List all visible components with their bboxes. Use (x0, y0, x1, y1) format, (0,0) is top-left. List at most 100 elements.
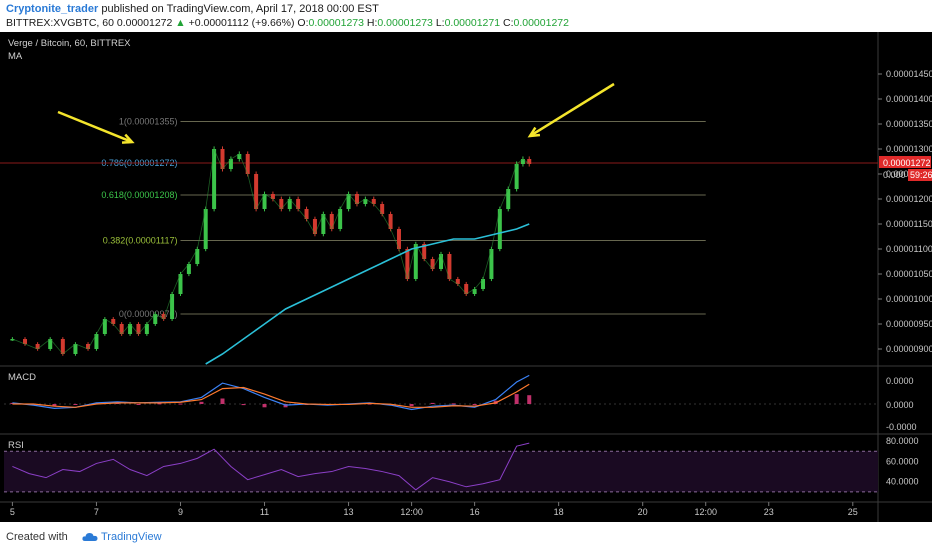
rsi-band (4, 451, 878, 492)
high-label: H: (366, 17, 378, 29)
y-tick-label: 0.00000900 (886, 344, 932, 354)
price-candle (481, 279, 486, 289)
x-tick-label: 5 (10, 507, 15, 517)
rsi-y-tick-label: 40.0000 (886, 477, 919, 487)
tradingview-label: TradingView (101, 531, 162, 543)
price-candle (220, 149, 225, 169)
price-candle (94, 334, 99, 349)
publish-line: Cryptonite_trader published on TradingVi… (6, 3, 379, 15)
price-candle (86, 344, 91, 349)
price-candle (489, 249, 494, 279)
fib-level-label: 0.382(0.00001117) (103, 236, 178, 246)
x-tick-label: 25 (848, 507, 858, 517)
price-candle (212, 149, 217, 209)
price-candle (262, 194, 267, 209)
high-value: 0.00001273 (377, 17, 433, 29)
price-candle (371, 199, 376, 204)
macd-histogram-bar (157, 403, 162, 405)
macd-histogram-bar (430, 402, 435, 404)
price-candle (254, 174, 259, 209)
annotation-arrow-right-head (527, 126, 541, 138)
countdown-prefix: 0.000 (883, 170, 906, 180)
macd-y-tick-label: 0.0000 (886, 400, 914, 410)
macd-histogram-bar (178, 403, 183, 405)
price-candle (338, 209, 343, 229)
x-tick-label: 7 (94, 507, 99, 517)
x-tick-label: 16 (470, 507, 480, 517)
price-candle (186, 264, 191, 274)
chart-canvas[interactable]: 0.00001450 0.00001400 0.00001350 0.00001300… (0, 32, 932, 522)
macd-line (12, 374, 530, 411)
symbol-ohlc-line: BITTREX:XVGBTC, 60 0.00001272 ▲ +0.00001… (6, 17, 569, 29)
created-with-text: Created with (6, 531, 68, 543)
chart-header: Cryptonite_trader published on TradingVi… (0, 0, 932, 32)
up-triangle-icon: ▲ (175, 17, 186, 29)
macd-histogram-bar (241, 404, 246, 406)
y-tick-label: 0.00001400 (886, 94, 932, 104)
price-candle (237, 154, 242, 159)
price-candle (170, 294, 175, 319)
macd-signal-line (12, 383, 530, 408)
price-candle (119, 324, 124, 334)
price-line (12, 147, 530, 355)
author-link[interactable]: Cryptonite_trader (6, 3, 99, 15)
close-label: C: (502, 17, 514, 29)
macd-histogram-bar (220, 398, 225, 404)
annotation-arrow-left (57, 110, 133, 144)
macd-histogram-bar (409, 404, 414, 407)
chart-background (0, 32, 932, 522)
macd-histogram-bar (199, 401, 204, 404)
price-candle (128, 324, 133, 334)
fib-level-label: 0(0.00000970) (119, 309, 178, 319)
macd-histogram-bar (52, 404, 57, 407)
ma-indicator-label: MA (8, 51, 23, 62)
price-candle (136, 324, 141, 334)
price-candle (380, 204, 385, 214)
x-tick-label: 18 (554, 507, 564, 517)
open-value: 0.00001273 (308, 17, 364, 29)
countdown-label: 59:26 (910, 170, 932, 180)
tradingview-cloud-icon (82, 533, 98, 542)
price-candle (363, 199, 368, 204)
y-tick-label: 0.00001150 (886, 219, 932, 229)
tradingview-brand[interactable]: TradingView (82, 531, 162, 543)
price-candle (102, 319, 107, 334)
price-candle (514, 164, 519, 189)
macd-histogram-bar (73, 404, 78, 405)
countdown-marker (908, 169, 932, 181)
last-price: 0.00001272 (116, 17, 173, 29)
macd-histogram-bar (136, 404, 141, 405)
x-tick-label: 12:00 (400, 507, 423, 517)
macd-histogram-bar (262, 404, 267, 408)
macd-title: MACD (8, 372, 36, 383)
price-candle (270, 194, 275, 199)
price-candle (346, 194, 351, 209)
low-label: L: (435, 17, 445, 29)
macd-histogram-bar (451, 403, 456, 405)
annotation-arrow-right (529, 82, 615, 138)
price-candle (321, 214, 326, 234)
price-candle (329, 214, 334, 229)
price-candle (153, 314, 158, 324)
price-candle (527, 159, 532, 164)
price-candle (506, 189, 511, 209)
y-tick-label: 0.00001350 (886, 119, 932, 129)
current-price-label: 0.00001272 (883, 158, 931, 168)
y-tick-label: 0.00001300 (886, 144, 932, 154)
price-candle (472, 289, 477, 294)
symbol-label: BITTREX:XVGBTC, 60 (6, 17, 114, 29)
price-candle (228, 159, 233, 169)
rsi-title: RSI (8, 440, 24, 451)
published-text: published on TradingView.com, April 17, … (101, 3, 379, 15)
macd-y-tick-label: 0.0000 (886, 376, 914, 386)
price-candle (455, 279, 460, 284)
y-tick-label: 0.00001450 (886, 69, 932, 79)
price-candle (73, 344, 78, 354)
price-candle (60, 339, 65, 354)
macd-histogram-bar (472, 404, 477, 406)
price-candle (35, 344, 40, 349)
fib-level-label: 1(0.00001355) (119, 117, 178, 127)
price-candle (144, 324, 149, 334)
price-candle (388, 214, 393, 229)
price-candle (439, 254, 443, 269)
